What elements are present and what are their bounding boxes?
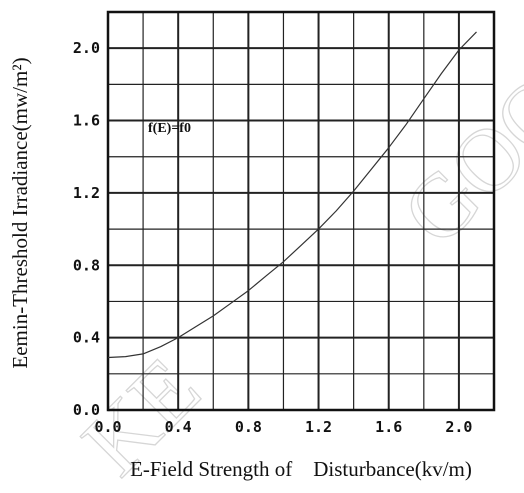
y-tick-label: 0.0	[73, 401, 100, 419]
y-tick-label: 1.6	[73, 112, 100, 130]
series-layer	[107, 31, 477, 359]
x-tick-label: 2.0	[445, 418, 472, 436]
y-tick-label: 0.4	[73, 329, 100, 347]
x-axis-label: E-Field Strength of Disturbance(kv/m)	[130, 457, 472, 481]
y-tick-label: 1.2	[73, 184, 100, 202]
x-tick-label: 1.2	[305, 418, 332, 436]
plot-frame	[106, 10, 496, 412]
y-tick-label: 2.0	[73, 39, 100, 57]
x-tick-label: 1.6	[375, 418, 402, 436]
y-tick-label: 0.8	[73, 256, 100, 274]
grid	[106, 10, 496, 412]
curve-annotation: f(E)=f0	[148, 121, 191, 136]
series-line	[107, 31, 477, 359]
x-tick-label: 0.0	[94, 418, 121, 436]
x-tick-label: 0.4	[165, 418, 192, 436]
x-tick-label: 0.8	[235, 418, 262, 436]
y-axis-label: Eemin-Threshold Irradiance(mw/m²)	[8, 57, 32, 368]
watermark-text: GOO	[384, 56, 524, 264]
tick-labels: 0.0 0.4 0.8 1.2 1.6 2.0 0.0 0.4 0.8 1.2 1.6 2.0	[73, 39, 473, 436]
